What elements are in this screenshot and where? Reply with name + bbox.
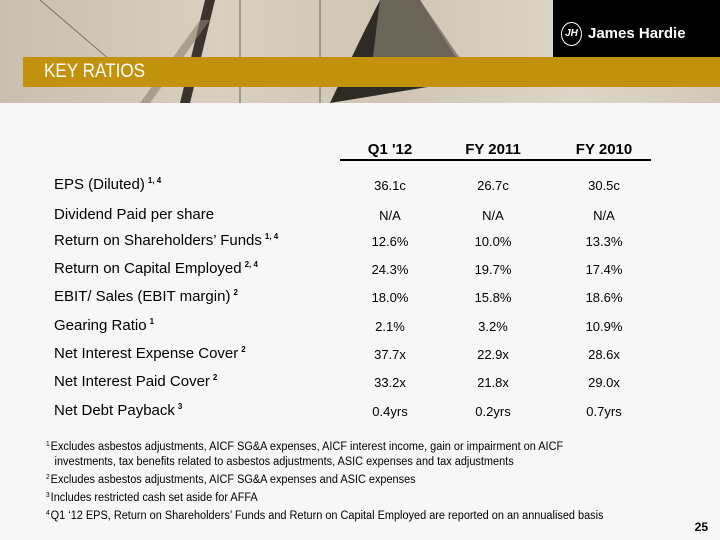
footnote-continued: investments, tax benefits related to asb… <box>54 456 514 468</box>
footnote-ref: 2 <box>241 345 246 354</box>
table-row: Net Interest Expense Cover 2 37.7x 22.9x 28.… <box>0 345 720 367</box>
cell-value: 15.8% <box>474 290 512 305</box>
cell-value: 10.9% <box>585 319 623 334</box>
row-label: Gearing Ratio 1 <box>54 317 155 334</box>
footnote-ref: 2 <box>233 288 238 297</box>
column-header: FY 2010 <box>575 141 633 158</box>
cell-value: 0.4yrs <box>372 404 408 419</box>
row-label: Dividend Paid per share <box>54 206 215 223</box>
james-hardie-logo: JH James Hardie <box>553 0 720 67</box>
column-header: FY 2011 <box>465 141 521 158</box>
cell-value: 18.6% <box>585 290 623 305</box>
cell-value: 18.0% <box>371 290 409 305</box>
footnotes: 1Excludes asbestos adjustments, AICF SG&… <box>46 437 604 524</box>
footnote: 1Excludes asbestos adjustments, AICF SG&… <box>46 441 564 453</box>
cell-value: 2.1% <box>375 319 405 334</box>
column-header: Q1 '12 <box>367 141 413 158</box>
table-row: Net Debt Payback 3 0.4yrs 0.2yrs 0.7yrs <box>0 402 720 424</box>
footnote-ref: 2, 4 <box>244 260 258 269</box>
footnote: 2Excludes asbestos adjustments, AICF SG&… <box>46 474 416 486</box>
cell-value: 28.6x <box>588 347 620 362</box>
cell-value: 21.8x <box>477 375 509 390</box>
table-row: Dividend Paid per share N/A N/A N/A <box>0 206 720 228</box>
footnote: 3Includes restricted cash set aside for … <box>46 492 258 504</box>
footnote-ref: 1, 4 <box>264 232 279 241</box>
cell-value: 36.1c <box>374 178 406 193</box>
brand-name: James Hardie <box>588 25 686 42</box>
cell-value: 22.9x <box>477 347 509 362</box>
cell-value: N/A <box>482 208 504 223</box>
row-label: Net Debt Payback 3 <box>54 402 183 419</box>
row-label: EBIT/ Sales (EBIT margin) 2 <box>54 288 238 305</box>
cell-value: 30.5c <box>588 178 620 193</box>
table-row: Net Interest Paid Cover 2 33.2x 21.8x 29.0x <box>0 373 720 395</box>
cell-value: 19.7% <box>474 262 512 277</box>
table-row: Return on Shareholders’ Funds 1, 4 12.6% 10… <box>0 232 720 254</box>
page-number: 25 <box>694 520 708 534</box>
cell-value: 33.2x <box>374 375 406 390</box>
row-label: Return on Capital Employed 2, 4 <box>54 260 258 277</box>
jh-monogram-icon: JH <box>561 21 582 46</box>
row-label: Return on Shareholders’ Funds 1, 4 <box>54 232 279 249</box>
footnote-ref: 3 <box>177 402 183 411</box>
title-band: KEY RATIOS <box>23 57 720 87</box>
cell-value: 29.0x <box>588 375 620 390</box>
row-label: Net Interest Expense Cover 2 <box>54 345 246 362</box>
cell-value: 13.3% <box>585 234 623 249</box>
cell-value: 0.7yrs <box>586 404 622 419</box>
table-row: EPS (Diluted) 1, 4 36.1c 26.7c 30.5c <box>0 176 720 198</box>
footnote: 4Q1 ‘12 EPS, Return on Shareholders’ Fun… <box>46 510 604 522</box>
page-title: KEY RATIOS <box>44 61 146 82</box>
footnote-ref: 1, 4 <box>147 176 162 185</box>
cell-value: N/A <box>379 208 401 223</box>
table-row: Gearing Ratio 1 2.1% 3.2% 10.9% <box>0 317 720 339</box>
footnote-ref: 1 <box>149 317 155 326</box>
row-label: Net Interest Paid Cover 2 <box>54 373 218 390</box>
cell-value: 17.4% <box>585 262 623 277</box>
header-rule <box>340 159 651 161</box>
cell-value: N/A <box>593 208 615 223</box>
cell-value: 3.2% <box>478 319 508 334</box>
header-photo: JH James Hardie KEY RATIOS <box>0 0 720 103</box>
cell-value: 12.6% <box>371 234 409 249</box>
row-label: EPS (Diluted) 1, 4 <box>54 176 162 193</box>
footnote-ref: 2 <box>212 373 218 382</box>
table-row: EBIT/ Sales (EBIT margin) 2 18.0% 15.8% 18.6… <box>0 288 720 310</box>
cell-value: 0.2yrs <box>475 404 511 419</box>
cell-value: 26.7c <box>477 178 509 193</box>
table-row: Return on Capital Employed 2, 4 24.3% 19.7%… <box>0 260 720 282</box>
cell-value: 24.3% <box>371 262 409 277</box>
cell-value: 10.0% <box>474 234 512 249</box>
cell-value: 37.7x <box>374 347 406 362</box>
